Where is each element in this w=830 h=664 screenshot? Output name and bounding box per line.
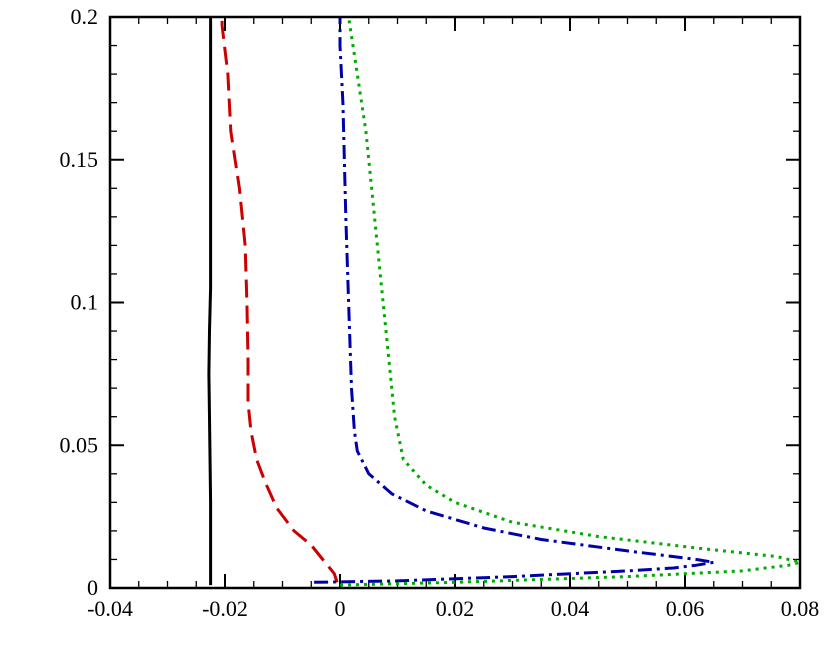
x-tick-label: 0.08 (781, 596, 820, 621)
minor-ticks (110, 17, 800, 588)
x-tick-label: -0.04 (87, 596, 133, 621)
plot-frame (108, 15, 802, 590)
y-tick-label: 0.2 (71, 4, 99, 29)
series-line-1 (207, 17, 213, 586)
series-layer (207, 16, 802, 587)
x-tick-label: -0.02 (202, 596, 248, 621)
major-ticks (109, 16, 801, 589)
x-tick-labels: -0.04 -0.02 0 0.02 0.04 0.06 0.08 (87, 596, 819, 621)
x-tick-label: 0 (335, 596, 346, 621)
y-tick-label: 0.05 (60, 432, 99, 457)
y-tick-label: 0.1 (71, 290, 99, 315)
series-line-3 (314, 17, 716, 584)
series-line-2 (220, 17, 339, 583)
x-tick-label: 0.06 (666, 596, 705, 621)
x-tick-label: 0.02 (436, 596, 475, 621)
y-tick-label: 0 (87, 575, 98, 600)
y-tick-labels: 0 0.05 0.1 0.15 0.2 (60, 4, 99, 600)
series-line-4 (339, 16, 802, 587)
y-tick-label: 0.15 (60, 147, 99, 172)
x-tick-label: 0.04 (551, 596, 590, 621)
